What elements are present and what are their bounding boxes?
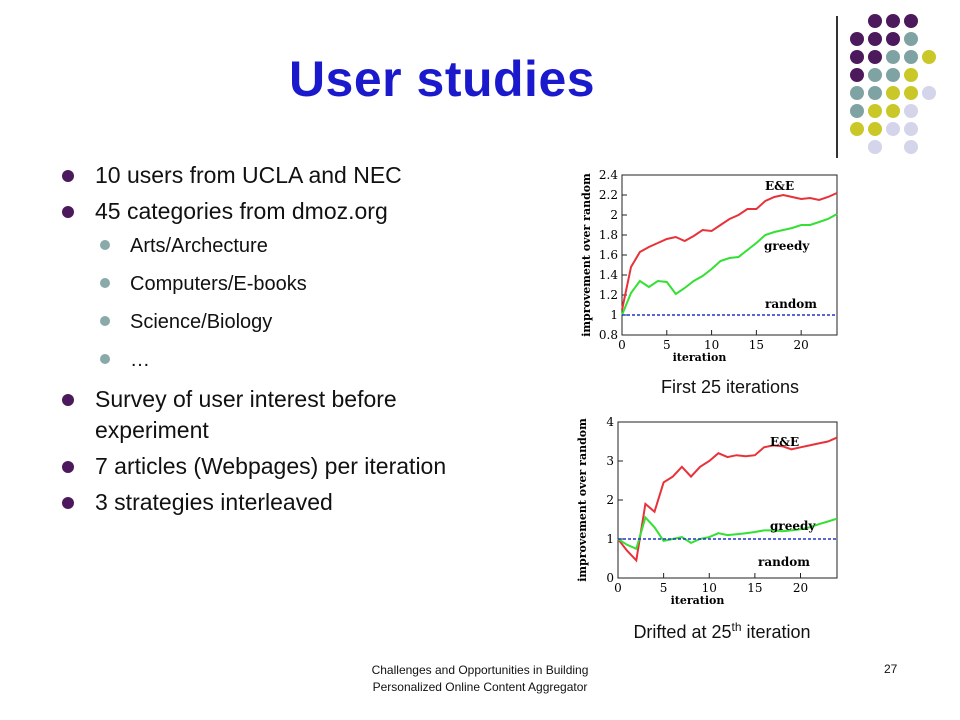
y-tick-label: 1.6	[599, 248, 618, 262]
page-number: 27	[884, 662, 898, 676]
footer: Challenges and Opportunities in Building…	[300, 662, 660, 696]
x-tick-label: 5	[663, 338, 671, 352]
decorative-dot	[868, 68, 882, 82]
series-label: greedy	[764, 239, 810, 253]
y-tick-label: 0	[606, 571, 614, 585]
x-tick-label: 20	[794, 338, 809, 352]
decorative-dot	[904, 68, 918, 82]
y-tick-label: 1	[610, 308, 618, 322]
decorative-dot	[886, 122, 900, 136]
decorative-vertical-line	[836, 16, 838, 158]
bullet-item: 45 categories from dmoz.org	[60, 196, 510, 227]
decorative-dot	[886, 50, 900, 64]
y-tick-label: 1.8	[599, 228, 618, 242]
chart-first-25-iterations: 0.8 1 1.2 1.4 1.6 1.8 2 2.2 2.4 0 5 10 15 20 iteration…	[580, 168, 838, 364]
x-tick-label: 0	[614, 581, 622, 595]
series-line-greedy	[621, 213, 838, 316]
y-tick-label: 1.2	[599, 288, 618, 302]
decorative-dot	[850, 86, 864, 100]
sub-bullet-item: Computers/E-books	[60, 270, 510, 298]
decorative-dot	[868, 86, 882, 100]
series-label: random	[765, 297, 817, 311]
slide-title: User studies	[288, 51, 596, 107]
sub-bullet-item: Science/Biology	[60, 308, 510, 336]
x-tick-label: 20	[793, 581, 808, 595]
decorative-dot	[868, 104, 882, 118]
decorative-dot	[850, 104, 864, 118]
y-tick-label: 2.4	[599, 168, 618, 182]
y-tick-label: 0.8	[599, 328, 618, 342]
decorative-dot	[868, 140, 882, 154]
series-line-greedy	[617, 515, 838, 551]
decorative-dot	[922, 86, 936, 100]
x-axis-label: iteration	[671, 594, 725, 607]
y-tick-label: 2.2	[599, 188, 618, 202]
bullet-item: 10 users from UCLA and NEC	[60, 160, 510, 191]
y-tick-label: 2	[606, 493, 614, 507]
bullet-item: Survey of user interest before experimen…	[60, 384, 495, 446]
x-tick-label: 15	[749, 338, 764, 352]
y-tick-label: 3	[606, 454, 614, 468]
decorative-dot	[886, 104, 900, 118]
y-tick-label: 2	[610, 208, 618, 222]
chart-caption-first: First 25 iterations	[660, 377, 800, 397]
chart-caption-drifted: Drifted at 25th iteration	[592, 620, 852, 643]
decorative-dot	[868, 32, 882, 46]
decorative-dot	[904, 104, 918, 118]
decorative-dot	[886, 86, 900, 100]
caption-text: Drifted at 25	[633, 622, 732, 642]
series-line-eande	[617, 436, 838, 563]
y-axis-label: improvement over random	[576, 418, 589, 582]
x-axis-label: iteration	[673, 351, 727, 364]
decorative-dot	[868, 14, 882, 28]
decorative-dot	[850, 68, 864, 82]
decorative-dot	[904, 140, 918, 154]
caption-superscript: th	[731, 620, 742, 634]
bullet-item: 7 articles (Webpages) per iteration	[60, 451, 465, 482]
chart-drifted: 0 1 2 3 4 0 5 10 15 20 iteration improvement over r…	[576, 415, 838, 607]
decorative-dot	[904, 14, 918, 28]
caption-text-rest: iteration	[741, 622, 811, 642]
decorative-dot	[850, 32, 864, 46]
y-axis-label: improvement over random	[580, 173, 593, 337]
decorative-dot	[904, 122, 918, 136]
series-label: random	[758, 555, 810, 569]
x-tick-label: 5	[660, 581, 668, 595]
decorative-dot	[850, 50, 864, 64]
decorative-dot	[904, 50, 918, 64]
y-tick-label: 4	[606, 415, 614, 429]
decorative-dot	[922, 50, 936, 64]
series-label: E&E	[765, 179, 794, 193]
y-tick-label: 1	[606, 532, 614, 546]
series-label: greedy	[770, 519, 816, 533]
decorative-dot	[886, 14, 900, 28]
decorative-dot	[868, 50, 882, 64]
series-line-eande	[621, 192, 838, 311]
bullet-list: 10 users from UCLA and NEC 45 categories…	[60, 160, 510, 523]
x-tick-label: 10	[704, 338, 719, 352]
x-tick-label: 0	[618, 338, 626, 352]
decorative-dot	[904, 86, 918, 100]
bullet-item: 3 strategies interleaved	[60, 487, 510, 518]
decorative-dot-grid	[850, 14, 950, 154]
decorative-dot	[886, 68, 900, 82]
y-tick-label: 1.4	[599, 268, 618, 282]
decorative-dot	[868, 122, 882, 136]
x-tick-label: 15	[747, 581, 762, 595]
decorative-dot	[886, 32, 900, 46]
sub-bullet-item: Arts/Archecture	[60, 232, 510, 260]
series-label: E&E	[770, 435, 799, 449]
sub-bullet-item: …	[60, 346, 510, 374]
footer-line: Challenges and Opportunities in Building	[371, 663, 589, 677]
decorative-dot	[904, 32, 918, 46]
x-tick-label: 10	[702, 581, 717, 595]
decorative-dot	[850, 122, 864, 136]
footer-line: Personalized Online Content Aggregator	[372, 680, 588, 694]
